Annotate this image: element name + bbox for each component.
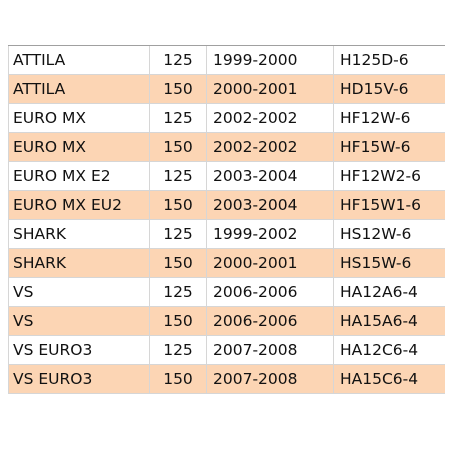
table-row[interactable]: EURO MX 125 2002-2002 HF12W-6: [8, 104, 445, 133]
cell-years[interactable]: 2007-2008: [207, 336, 334, 364]
cell-years[interactable]: 1999-2000: [207, 46, 334, 74]
cell-years[interactable]: 2003-2004: [207, 162, 334, 190]
cell-displacement[interactable]: 150: [150, 365, 207, 393]
cell-model[interactable]: ATTILA: [8, 46, 150, 74]
table-row[interactable]: VS 150 2006-2006 HA15A6-4: [8, 307, 445, 336]
cell-displacement[interactable]: 125: [150, 220, 207, 248]
cell-part-code[interactable]: HD15V-6: [340, 80, 409, 98]
cell-years[interactable]: 2000-2001: [207, 249, 334, 277]
cell-model[interactable]: VS EURO3: [8, 365, 150, 393]
cell-part-code[interactable]: HA15A6-4: [340, 312, 418, 330]
cell-years[interactable]: 2003-2004: [207, 191, 334, 219]
table-row[interactable]: EURO MX 150 2002-2002 HF15W-6: [8, 133, 445, 162]
cell-displacement[interactable]: 125: [150, 162, 207, 190]
cell-part-code[interactable]: HA12A6-4: [340, 283, 418, 301]
cell-displacement[interactable]: 125: [150, 336, 207, 364]
cell-model[interactable]: SHARK: [8, 220, 150, 248]
cell-model[interactable]: VS: [8, 278, 150, 306]
cell-years[interactable]: 2002-2002: [207, 133, 334, 161]
cell-part-code[interactable]: HF12W-6: [340, 109, 411, 127]
cell-part-code[interactable]: H125D-6: [340, 51, 409, 69]
cell-displacement[interactable]: 150: [150, 307, 207, 335]
cell-displacement[interactable]: 150: [150, 191, 207, 219]
cell-model[interactable]: VS: [8, 307, 150, 335]
cell-part-code[interactable]: HA12C6-4: [340, 341, 419, 359]
parts-table: ATTILA 125 1999-2000 H125D-6 ATTILA 150 2000-2…: [8, 45, 445, 394]
table-row[interactable]: VS 125 2006-2006 HA12A6-4: [8, 278, 445, 307]
cell-part-code[interactable]: HF12W2-6: [340, 167, 421, 185]
cell-part-code[interactable]: HA15C6-4: [340, 370, 419, 388]
cell-years[interactable]: 2006-2006: [207, 307, 334, 335]
cell-years[interactable]: 2007-2008: [207, 365, 334, 393]
cell-displacement[interactable]: 125: [150, 46, 207, 74]
cell-displacement[interactable]: 125: [150, 104, 207, 132]
cell-model[interactable]: EURO MX EU2: [8, 191, 150, 219]
table-row[interactable]: VS EURO3 150 2007-2008 HA15C6-4: [8, 365, 445, 394]
cell-model[interactable]: VS EURO3: [8, 336, 150, 364]
cell-part-code[interactable]: HF15W-6: [340, 138, 411, 156]
cell-part-code[interactable]: HF15W1-6: [340, 196, 421, 214]
cell-displacement[interactable]: 150: [150, 75, 207, 103]
cell-model[interactable]: EURO MX: [8, 104, 150, 132]
table-row[interactable]: ATTILA 150 2000-2001 HD15V-6: [8, 75, 445, 104]
table-row[interactable]: SHARK 150 2000-2001 HS15W-6: [8, 249, 445, 278]
cell-years[interactable]: 2000-2001: [207, 75, 334, 103]
table-row[interactable]: SHARK 125 1999-2002 HS12W-6: [8, 220, 445, 249]
cell-part-code[interactable]: HS12W-6: [340, 225, 412, 243]
table-row[interactable]: EURO MX EU2 150 2003-2004 HF15W1-6: [8, 191, 445, 220]
cell-part-code[interactable]: HS15W-6: [340, 254, 412, 272]
table-row[interactable]: VS EURO3 125 2007-2008 HA12C6-4: [8, 336, 445, 365]
table-row[interactable]: EURO MX E2 125 2003-2004 HF12W2-6: [8, 162, 445, 191]
cell-model[interactable]: EURO MX: [8, 133, 150, 161]
cell-displacement[interactable]: 150: [150, 249, 207, 277]
cell-model[interactable]: ATTILA: [8, 75, 150, 103]
cell-model[interactable]: SHARK: [8, 249, 150, 277]
table-row[interactable]: ATTILA 125 1999-2000 H125D-6: [8, 46, 445, 75]
cell-years[interactable]: 2002-2002: [207, 104, 334, 132]
cell-displacement[interactable]: 125: [150, 278, 207, 306]
cell-years[interactable]: 1999-2002: [207, 220, 334, 248]
cell-displacement[interactable]: 150: [150, 133, 207, 161]
cell-model[interactable]: EURO MX E2: [8, 162, 150, 190]
cell-years[interactable]: 2006-2006: [207, 278, 334, 306]
